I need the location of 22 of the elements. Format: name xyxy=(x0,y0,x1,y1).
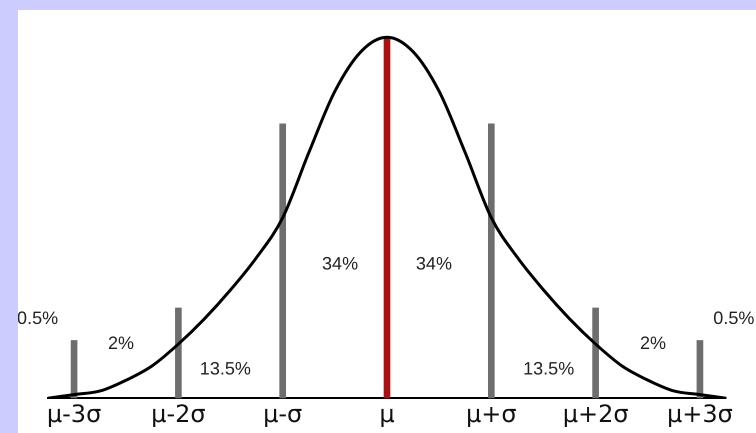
bar xyxy=(70,340,78,398)
annotation: 13.5% xyxy=(523,358,574,378)
annotation: 34% xyxy=(322,254,358,274)
x-tick-label: μ+2σ xyxy=(562,400,629,428)
bar xyxy=(175,308,182,398)
bar xyxy=(696,340,704,398)
bar xyxy=(384,36,390,398)
annotation: 0.5% xyxy=(17,308,58,328)
x-tick-label: μ xyxy=(379,400,395,428)
bar xyxy=(279,124,286,398)
annotation: 2% xyxy=(108,333,134,354)
annotation: 2% xyxy=(640,333,666,354)
annotation: 13.5% xyxy=(200,358,251,378)
x-tick-label: μ+σ xyxy=(466,400,517,428)
x-tick-label: μ-3σ xyxy=(46,400,102,428)
annotation: 34% xyxy=(416,254,452,274)
bar xyxy=(488,124,495,398)
x-tick-label: μ+3σ xyxy=(666,400,733,428)
x-tick-label: μ-2σ xyxy=(151,400,206,428)
annotation: 0.5% xyxy=(713,308,754,328)
bar xyxy=(592,308,599,398)
x-tick-label: μ-σ xyxy=(263,400,302,428)
